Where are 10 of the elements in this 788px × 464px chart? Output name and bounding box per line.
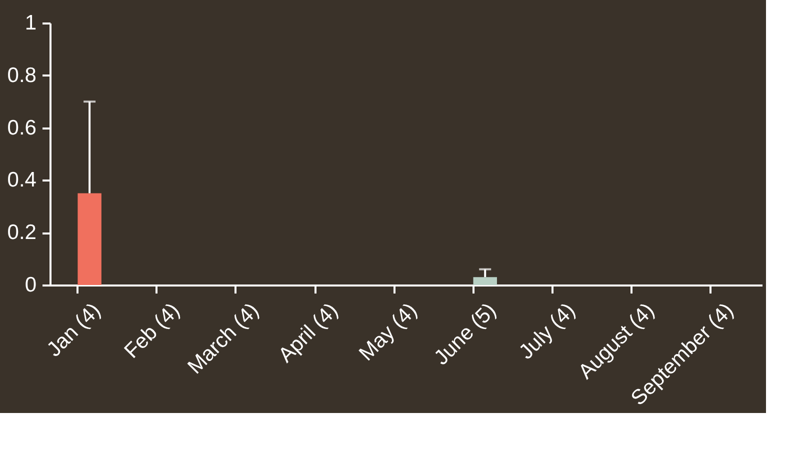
y-tick-label: 1: [24, 12, 36, 34]
y-tick-label: 0.6: [7, 116, 36, 140]
y-tick-label: 0.2: [7, 221, 36, 244]
x-tick-label: May (4): [354, 298, 422, 366]
y-tick-label: 0: [24, 274, 36, 296]
y-tick-label: 0.8: [7, 64, 36, 87]
y-tick-label: 0.4: [7, 168, 37, 192]
x-tick-label: Jan (4): [42, 298, 106, 362]
x-tick-label: Feb (4): [120, 298, 184, 363]
x-tick-label: July (4): [514, 298, 580, 364]
